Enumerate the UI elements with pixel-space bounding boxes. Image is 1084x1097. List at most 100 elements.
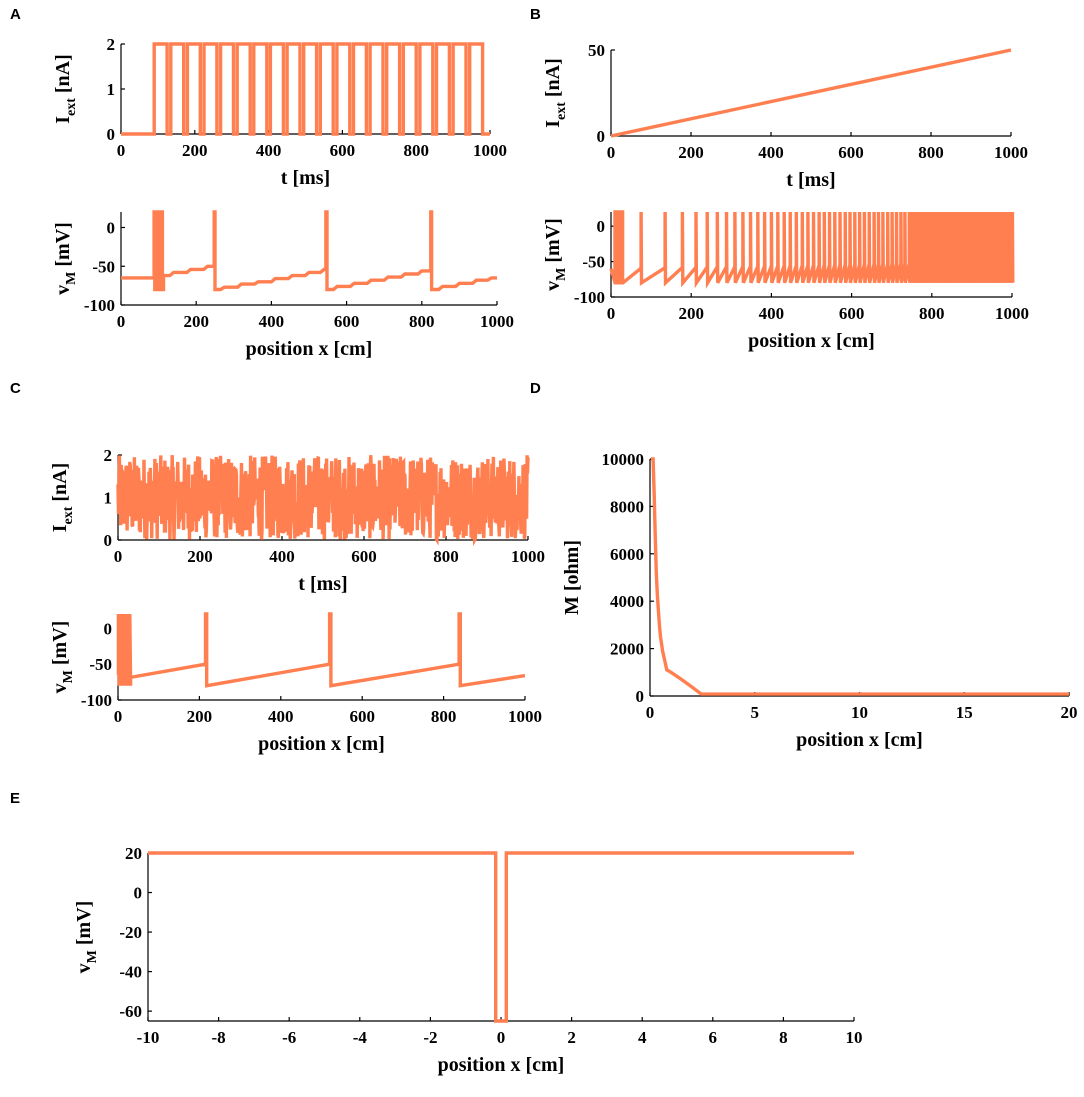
x-tick-label: -10 (137, 1028, 160, 1047)
x-tick-label: 200 (678, 304, 704, 323)
y-tick-label: -100 (84, 296, 115, 315)
y-tick-label: 2 (107, 35, 116, 54)
y-axis-label-main: I (49, 524, 71, 532)
subplot-b-bottom: 0 200 400 600 800 1000 -100 -50 0 position x [cm]… (542, 210, 1029, 352)
y-axis-label-subscript: M (64, 272, 79, 285)
y-tick-label: -50 (89, 655, 112, 674)
x-tick-label: 1000 (511, 547, 545, 566)
x-tick-label: 200 (183, 312, 209, 331)
y-tick-label: -100 (574, 288, 605, 307)
x-tick-label: 800 (403, 141, 429, 160)
y-axis-label-main: v (73, 963, 95, 973)
y-tick-label: -20 (119, 923, 142, 942)
x-tick-label: 600 (839, 304, 865, 323)
y-axis-label-main: I (542, 120, 564, 128)
x-axis-label: t [ms] (281, 167, 330, 189)
y-axis-label: Iext [nA] (542, 58, 569, 128)
x-tick-label: 1000 (995, 304, 1029, 323)
x-tick-label: 600 (334, 312, 360, 331)
panel-label: B (530, 6, 541, 23)
y-axis-label: M [ohm] (561, 540, 583, 615)
y-tick-label: 0 (107, 125, 116, 144)
series-line-v-m (121, 210, 497, 292)
y-axis-label-subscript: ext (64, 98, 79, 116)
x-tick-label: 200 (187, 547, 213, 566)
x-tick-label: -2 (423, 1028, 437, 1047)
subplot-a-top: A 0 200 400 600 800 1000 0 1 2 t [ms] Iext [nA] (10, 6, 507, 189)
x-tick-label: 800 (433, 547, 459, 566)
y-axis-label: Iext [nA] (49, 463, 76, 533)
y-axis-label-unit: [mV] (542, 218, 564, 267)
y-axis-label-subscript: ext (554, 102, 569, 120)
y-tick-label: 4000 (610, 592, 644, 611)
y-axis-label-subscript: M (554, 268, 569, 281)
x-tick-label: 600 (330, 141, 356, 160)
x-axis-label: t [ms] (786, 169, 835, 191)
x-tick-label: 20 (1061, 703, 1078, 722)
y-tick-label: 0 (104, 619, 113, 638)
x-tick-label: 1000 (994, 143, 1028, 162)
x-tick-label: 1000 (480, 312, 514, 331)
subplot-c-bottom: 0 200 400 600 800 1000 -100 -50 0 position x [cm]… (49, 612, 542, 755)
x-tick-label: 8 (779, 1028, 788, 1047)
x-tick-label: 0 (607, 143, 616, 162)
x-tick-label: 0 (114, 707, 123, 726)
x-tick-label: 400 (268, 707, 294, 726)
x-tick-label: 400 (256, 141, 282, 160)
panel-label: E (10, 790, 20, 807)
series-line-i-ext (610, 48, 1012, 138)
x-tick-label: 400 (758, 143, 784, 162)
x-axis-label: position x [cm] (246, 338, 373, 360)
x-tick-label: 600 (349, 707, 375, 726)
subplot-a-bottom: 0 200 400 600 800 1000 -100 -50 0 position x [cm]… (52, 210, 514, 360)
x-tick-label: 0 (607, 304, 616, 323)
subplot-b-top: B 0 200 400 600 800 1000 0 50 t [ms] Iext [nA] (530, 6, 1028, 191)
series-line-v-m (116, 612, 526, 688)
y-axis-label-unit: [nA] (52, 54, 74, 98)
y-axis-label: vM [mV] (49, 621, 76, 694)
y-axis-label: vM [mV] (73, 901, 100, 974)
x-tick-label: 6 (709, 1028, 718, 1047)
panel-label: C (10, 380, 21, 397)
x-tick-label: 10 (851, 703, 868, 722)
x-tick-label: 600 (351, 547, 377, 566)
y-axis-label-unit: [nA] (49, 463, 71, 507)
y-tick-label: 0 (107, 219, 116, 238)
y-axis-label-main: v (49, 683, 71, 693)
x-tick-label: 200 (187, 707, 213, 726)
y-tick-label: 2 (104, 446, 113, 465)
x-tick-label: -4 (353, 1028, 368, 1047)
x-tick-label: 0 (646, 703, 655, 722)
y-tick-label: 10000 (602, 450, 645, 469)
x-tick-label: 400 (259, 312, 285, 331)
x-tick-label: 5 (751, 703, 760, 722)
y-axis-label: vM [mV] (52, 222, 79, 295)
y-axis-label-main: v (542, 281, 564, 291)
x-axis-label: position x [cm] (438, 1054, 565, 1076)
y-tick-label: 0 (597, 217, 606, 236)
y-axis-label-main: I (52, 116, 74, 124)
x-tick-label: 400 (759, 304, 785, 323)
x-tick-label: 800 (918, 143, 944, 162)
x-tick-label: 10 (846, 1028, 863, 1047)
y-tick-label: -50 (582, 253, 605, 272)
y-tick-label: 8000 (610, 497, 644, 516)
y-tick-label: -40 (119, 963, 142, 982)
series-line-i-ext (121, 42, 490, 136)
x-tick-label: 800 (409, 312, 435, 331)
y-tick-label: -50 (92, 257, 115, 276)
x-tick-label: 0 (497, 1028, 506, 1047)
subplot-d: D 0 5 10 15 20 0 2000 4000 6000 8000 10000 position … (530, 380, 1078, 751)
y-tick-label: 2000 (610, 640, 644, 659)
x-tick-label: 400 (269, 547, 295, 566)
x-tick-label: 0 (117, 312, 126, 331)
panel-label: A (10, 6, 21, 23)
y-axis-label-unit: [mV] (49, 621, 71, 670)
y-tick-label: 1 (107, 80, 116, 99)
subplot-c-top: C 0 200 400 600 800 1000 0 1 2 t [ms] Iext [nA] (10, 380, 545, 595)
x-tick-label: 0 (117, 141, 126, 160)
x-axis-label: t [ms] (298, 573, 347, 595)
y-axis-label: Iext [nA] (52, 54, 79, 124)
series-line-v-m (148, 851, 854, 1023)
x-tick-label: 2 (567, 1028, 576, 1047)
